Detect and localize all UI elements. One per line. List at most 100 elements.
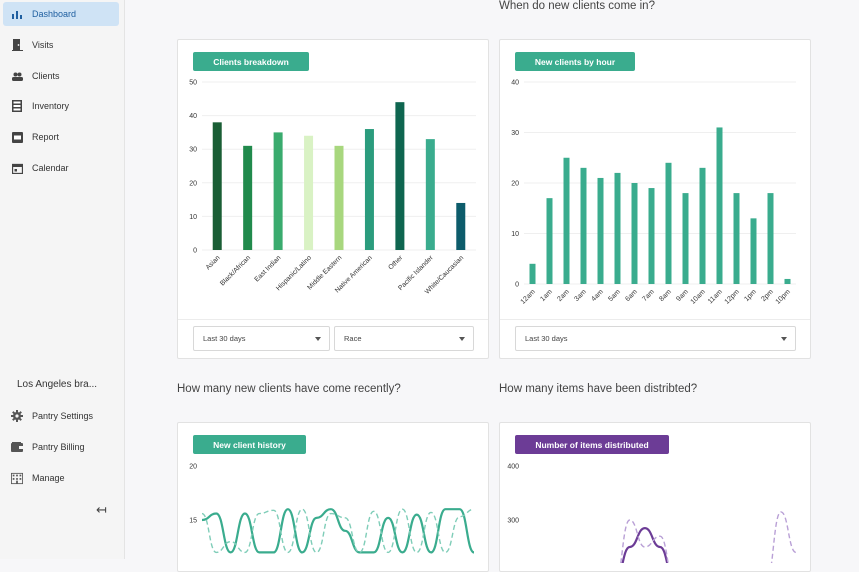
nav-clients-label: Clients [32, 71, 60, 81]
bar [682, 193, 689, 284]
hour-date-range-value: Last 30 days [525, 334, 568, 343]
nav-visits[interactable]: Visits [3, 33, 119, 57]
people-icon [11, 70, 23, 82]
nav-report[interactable]: Report [3, 125, 119, 149]
series-line [621, 526, 669, 563]
group-by-value: Race [344, 334, 362, 343]
y-tick-label: 40 [511, 80, 519, 87]
y-tick-label: 20 [511, 181, 519, 188]
items-distributed-pill: Number of items distributed [515, 435, 669, 454]
series-line [201, 508, 476, 554]
x-tick-label: 10am [690, 288, 707, 305]
door-icon [11, 39, 23, 51]
items-distributed-chart: 300 400 [507, 464, 797, 563]
chevron-down-icon [315, 337, 321, 341]
bar [597, 177, 604, 284]
nav-pantry-settings[interactable]: Pantry Settings [3, 404, 119, 428]
nav-inventory-label: Inventory [32, 101, 70, 111]
bar [699, 167, 706, 284]
nav-dashboard[interactable]: Dashboard [3, 2, 119, 26]
bar [425, 139, 435, 250]
nav-calendar-label: Calendar [32, 163, 69, 173]
x-tick-label: 6am [624, 288, 639, 303]
nav-pantry-billing[interactable]: Pantry Billing [3, 435, 119, 459]
nav-manage-label: Manage [32, 473, 65, 483]
wallet-icon [11, 441, 23, 453]
nav-manage[interactable]: Manage [3, 466, 119, 490]
bar [614, 172, 621, 284]
bar [648, 188, 655, 284]
nav-pantry-settings-label: Pantry Settings [32, 411, 94, 421]
y-tick-label: 30 [189, 147, 197, 154]
x-tick-label: 9am [675, 288, 690, 303]
clients-breakdown-pill: Clients breakdown [193, 52, 309, 71]
hour-date-range-select[interactable]: Last 30 days [515, 326, 796, 351]
bar [546, 198, 553, 284]
nav-clients[interactable]: Clients [3, 64, 119, 88]
clients-breakdown-card: Clients breakdown 0 10 20 30 40 50 Asian Black/… [177, 39, 489, 359]
bar [750, 218, 757, 284]
group-by-select[interactable]: Race [334, 326, 474, 351]
bar [733, 193, 740, 284]
nav-pantry-billing-label: Pantry Billing [32, 442, 85, 452]
x-tick-label: 3am [573, 288, 588, 303]
section-title-recent: How many new clients have come recently? [177, 383, 401, 395]
x-tick-label: 2am [556, 288, 571, 303]
bar-chart-icon [11, 8, 23, 20]
x-tick-label: 12pm [724, 288, 741, 305]
series-line [201, 508, 475, 554]
bar [304, 135, 314, 250]
bar [273, 132, 283, 250]
bar [580, 167, 587, 284]
x-tick-label: Black/African [219, 254, 252, 287]
gear-icon [11, 410, 23, 422]
bar [767, 193, 774, 284]
y-tick-label: 0 [193, 248, 197, 255]
date-range-value: Last 30 days [203, 334, 246, 343]
x-tick-label: 8am [658, 288, 673, 303]
nav-calendar[interactable]: Calendar [3, 156, 119, 180]
x-tick-label: 5am [607, 288, 622, 303]
bar [665, 162, 672, 284]
y-tick-label: 400 [507, 464, 519, 471]
calendar-icon [11, 162, 23, 174]
cabinet-icon [11, 100, 23, 112]
card-divider [178, 319, 488, 320]
organization-name[interactable]: Los Angeles bra... [17, 379, 98, 390]
items-distributed-card: Number of items distributed 300 400 [499, 422, 811, 572]
pdf-icon [11, 131, 23, 143]
x-tick-label: 2pm [760, 288, 775, 303]
y-tick-label: 50 [189, 80, 197, 87]
series-line [620, 511, 797, 563]
x-tick-label: 10pm [775, 288, 792, 305]
bar [334, 145, 344, 250]
nav-inventory[interactable]: Inventory [3, 94, 119, 118]
date-range-select[interactable]: Last 30 days [193, 326, 330, 351]
bar [212, 122, 222, 250]
y-tick-label: 20 [189, 180, 197, 187]
y-tick-label: 40 [189, 113, 197, 120]
bar [456, 202, 466, 250]
sidebar: Dashboard Visits Clients Inventory Repor… [0, 0, 125, 559]
y-tick-label: 15 [189, 518, 197, 525]
bar [395, 102, 405, 250]
bar [243, 145, 253, 250]
x-tick-label: 12am [520, 288, 537, 305]
bar [784, 278, 791, 284]
bar [563, 157, 570, 284]
bar [631, 183, 638, 284]
x-tick-label: Asian [205, 254, 222, 271]
new-client-history-pill: New client history [193, 435, 306, 454]
bar [364, 129, 374, 250]
x-tick-label: 4am [590, 288, 605, 303]
collapse-sidebar-button[interactable]: ↤ [96, 502, 107, 517]
new-clients-by-hour-card: New clients by hour 0 10 20 30 40 12am 1am 2am 3… [499, 39, 811, 359]
y-tick-label: 10 [189, 214, 197, 221]
x-tick-label: 1pm [743, 288, 758, 303]
nav-report-label: Report [32, 132, 60, 142]
y-tick-label: 30 [511, 130, 519, 137]
x-tick-label: East Indian [254, 254, 283, 283]
y-tick-label: 20 [189, 464, 197, 471]
section-title-items: How many items have been distribted? [499, 383, 698, 395]
